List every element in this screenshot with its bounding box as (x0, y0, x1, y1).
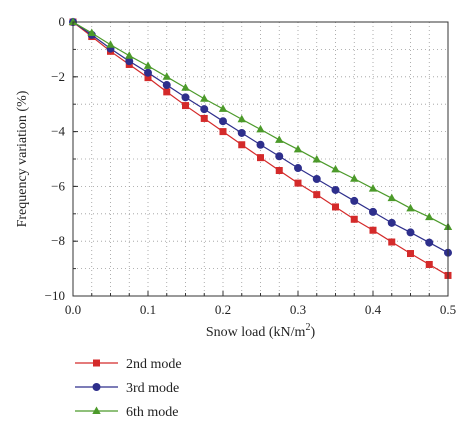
data-point (181, 93, 190, 102)
data-point (406, 203, 415, 212)
data-point (313, 191, 321, 199)
x-tick-label: 0.1 (140, 302, 156, 317)
legend-item: 3rd mode (75, 381, 179, 396)
data-point (257, 154, 264, 162)
data-point (200, 114, 208, 122)
legend-item: 6th mode (75, 405, 179, 420)
axis-ticks: 0.0 0.1 0.2 0.3 0.4 0.5 0 −2 −4 −6 −8 −10 (45, 14, 456, 317)
data-point (407, 250, 414, 258)
data-point (256, 124, 265, 133)
data-point (256, 140, 265, 149)
x-tick-label: 0.4 (365, 302, 382, 317)
legend-marker (92, 383, 101, 391)
data-point (369, 226, 377, 234)
data-point (182, 102, 189, 110)
series-layer (68, 17, 453, 279)
data-point (106, 40, 115, 48)
y-tick-label: −4 (51, 124, 65, 139)
x-tick-label: 0.5 (440, 302, 456, 317)
y-tick-label: 0 (59, 14, 66, 29)
data-point (312, 175, 321, 184)
data-point (331, 185, 340, 194)
data-point (294, 179, 302, 187)
legend-label: 6th mode (126, 405, 179, 420)
data-point (350, 196, 359, 205)
data-point (425, 212, 434, 221)
data-point (200, 105, 209, 114)
y-tick-label: −6 (51, 178, 65, 193)
y-tick-label: −2 (51, 69, 65, 84)
grid (73, 22, 448, 296)
data-point (387, 218, 396, 227)
data-point (162, 81, 171, 90)
data-point (237, 128, 246, 137)
data-point (143, 61, 153, 69)
data-point (275, 135, 284, 143)
data-point (238, 141, 246, 149)
data-point (331, 164, 340, 173)
x-tick-label: 0.0 (65, 302, 81, 317)
legend-marker (93, 359, 100, 367)
legend-label: 3rd mode (126, 381, 179, 396)
series-3 (68, 17, 453, 230)
data-point (219, 128, 227, 136)
data-point (275, 167, 283, 175)
data-point (350, 215, 358, 223)
data-point (125, 57, 134, 66)
data-point (293, 144, 303, 153)
legend: 2nd mode 3rd mode 6th mode (75, 357, 182, 420)
data-point (237, 114, 246, 123)
data-point (350, 174, 359, 182)
data-point (406, 228, 415, 237)
data-point (144, 68, 152, 77)
data-point (87, 28, 96, 36)
data-point (425, 238, 434, 247)
data-point (369, 207, 377, 216)
data-point (181, 83, 190, 91)
data-point (163, 88, 171, 96)
legend-marker (92, 406, 101, 414)
data-point (312, 155, 321, 163)
legend-label: 2nd mode (126, 357, 182, 372)
data-point (68, 17, 78, 25)
data-point (162, 72, 171, 80)
data-point (425, 260, 433, 268)
x-tick-label: 0.2 (215, 302, 231, 317)
y-tick-label: −10 (45, 288, 65, 303)
legend-item: 2nd mode (75, 357, 182, 372)
x-tick-label: 0.3 (290, 302, 306, 317)
data-point (368, 184, 378, 192)
data-point (387, 193, 396, 202)
data-point (332, 203, 339, 211)
data-point (388, 238, 396, 246)
data-point (144, 74, 152, 82)
data-point (218, 104, 228, 112)
y-axis-title: Frequency variation (%) (15, 90, 30, 227)
x-axis-title: Snow load (kN/m2) (206, 322, 316, 340)
data-point (219, 117, 227, 126)
data-point (275, 152, 284, 161)
y-tick-label: −8 (51, 233, 65, 248)
data-point (200, 94, 209, 102)
data-point (294, 164, 302, 173)
data-point (125, 51, 134, 59)
